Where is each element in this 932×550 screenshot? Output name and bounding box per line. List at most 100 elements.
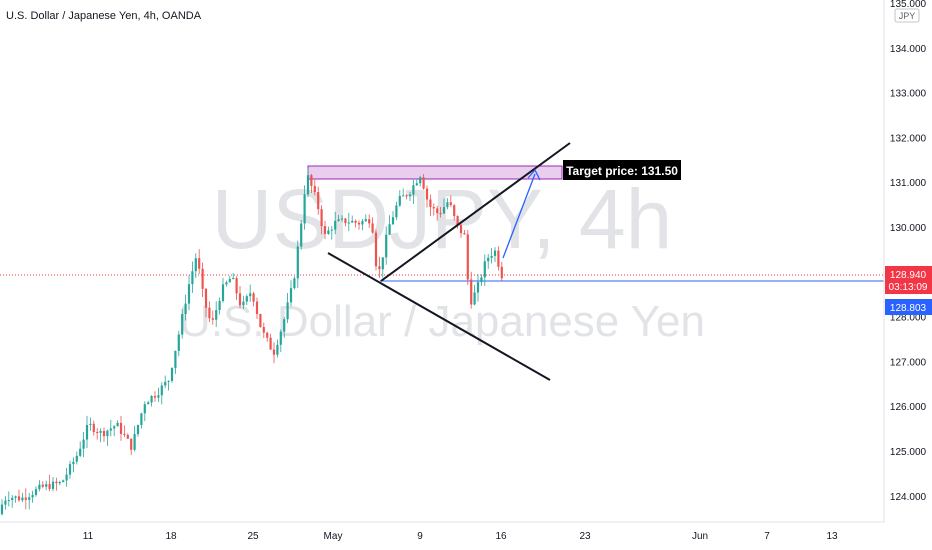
candle-body [405, 195, 408, 197]
candle-body [28, 497, 31, 500]
candle-body [300, 223, 303, 247]
candle-body [221, 284, 225, 302]
candle-body [187, 284, 191, 304]
time-tick-label: 11 [83, 531, 94, 542]
currency-badge[interactable] [894, 8, 920, 23]
candle-body [24, 497, 27, 500]
candle-body [347, 222, 350, 224]
candle-body [470, 279, 473, 305]
candle-body [313, 185, 316, 193]
candle-body [7, 500, 10, 502]
candle-body [38, 484, 41, 490]
time-tick-label: 7 [764, 531, 770, 542]
candle-body [11, 497, 14, 501]
candle-body [72, 461, 75, 465]
candle-body [204, 288, 208, 308]
candle-body [96, 432, 99, 434]
time-tick-label: 25 [247, 531, 259, 542]
candle-body [99, 430, 102, 433]
candle-body [286, 302, 289, 320]
time-tick-label: Jun [692, 531, 708, 542]
candle-body [279, 331, 282, 345]
candle-body [177, 334, 180, 351]
candle-body [439, 213, 442, 215]
candle-body [317, 192, 320, 210]
candle-body [378, 266, 381, 270]
candle-body [368, 219, 371, 224]
currency-badge-text: JPY [899, 11, 916, 21]
candle-body [147, 402, 150, 405]
time-axis[interactable]: 11 18 25 May 9 16 23 Jun 7 13 [83, 531, 838, 542]
time-tick-label: 16 [495, 531, 507, 542]
time-tick-label: May [324, 531, 343, 542]
candle-body [293, 278, 296, 289]
candle-body [55, 481, 58, 484]
candle-body [344, 218, 347, 224]
candle-body [89, 423, 92, 426]
price-tick-label: 128.000 [890, 313, 927, 324]
candle-body [167, 380, 170, 382]
candle-body [123, 433, 126, 435]
candle-body [459, 224, 463, 234]
candle-body [259, 314, 262, 328]
price-tick-label: 127.000 [890, 357, 927, 368]
candle-body [232, 278, 235, 280]
symbol-title: U.S. Dollar / Japanese Yen, 4h, OANDA [6, 10, 202, 22]
price-axis[interactable]: 124.000125.000126.000127.000128.000129.0… [890, 0, 927, 503]
watermark-symbol: USDJPY, 4h [212, 172, 673, 266]
candle-body [330, 229, 333, 231]
candle-body [310, 175, 313, 186]
candle-body [371, 223, 374, 233]
candle-body [323, 226, 327, 234]
candle-body [242, 301, 245, 306]
candle-body [327, 230, 330, 234]
candle-body [82, 439, 85, 449]
projection-arrow[interactable] [502, 173, 536, 259]
price-tick-label: 134.000 [890, 44, 927, 55]
price-tick-label: 131.000 [890, 178, 927, 189]
candle-body [412, 185, 415, 195]
last-price-label [885, 266, 932, 294]
candle-body [381, 257, 384, 270]
candle-body [143, 404, 146, 414]
candle-body [391, 217, 395, 225]
candle-body [225, 282, 228, 285]
candle-body [442, 207, 446, 214]
price-tick-label: 126.000 [890, 402, 927, 413]
candle-body [65, 474, 68, 481]
candle-body [160, 385, 163, 396]
candle-body [34, 489, 38, 495]
candle-body [208, 307, 211, 319]
candle-body [235, 278, 238, 294]
candle-body [487, 257, 490, 262]
candle-body [436, 208, 439, 214]
candle-body [252, 293, 255, 302]
trend-line-upper[interactable] [380, 142, 571, 282]
candle-body [136, 425, 140, 435]
candle-body [164, 381, 167, 386]
candle-body [320, 209, 323, 227]
candle-body [419, 177, 422, 184]
candle-body [17, 496, 21, 501]
candle-body [228, 278, 231, 283]
price-tick-label: 124.000 [890, 492, 927, 503]
candle-body [269, 337, 272, 350]
candle-body [276, 344, 279, 355]
candle-body [198, 258, 201, 269]
target-label-box [563, 160, 681, 180]
candle-body [249, 293, 252, 297]
watermark-description: U.S. Dollar / Japanese Yen [179, 297, 705, 346]
time-tick-label: 9 [417, 531, 423, 542]
candle-body [211, 318, 214, 320]
candle-body [262, 327, 265, 333]
candle-body [374, 232, 378, 267]
candle-body [289, 288, 293, 303]
candle-body [357, 222, 361, 225]
candle-body [218, 301, 221, 311]
candle-body [272, 349, 276, 355]
candle-body [463, 233, 466, 235]
candle-body [337, 219, 340, 221]
trend-line-lower[interactable] [327, 252, 551, 381]
candle-body [255, 301, 259, 315]
